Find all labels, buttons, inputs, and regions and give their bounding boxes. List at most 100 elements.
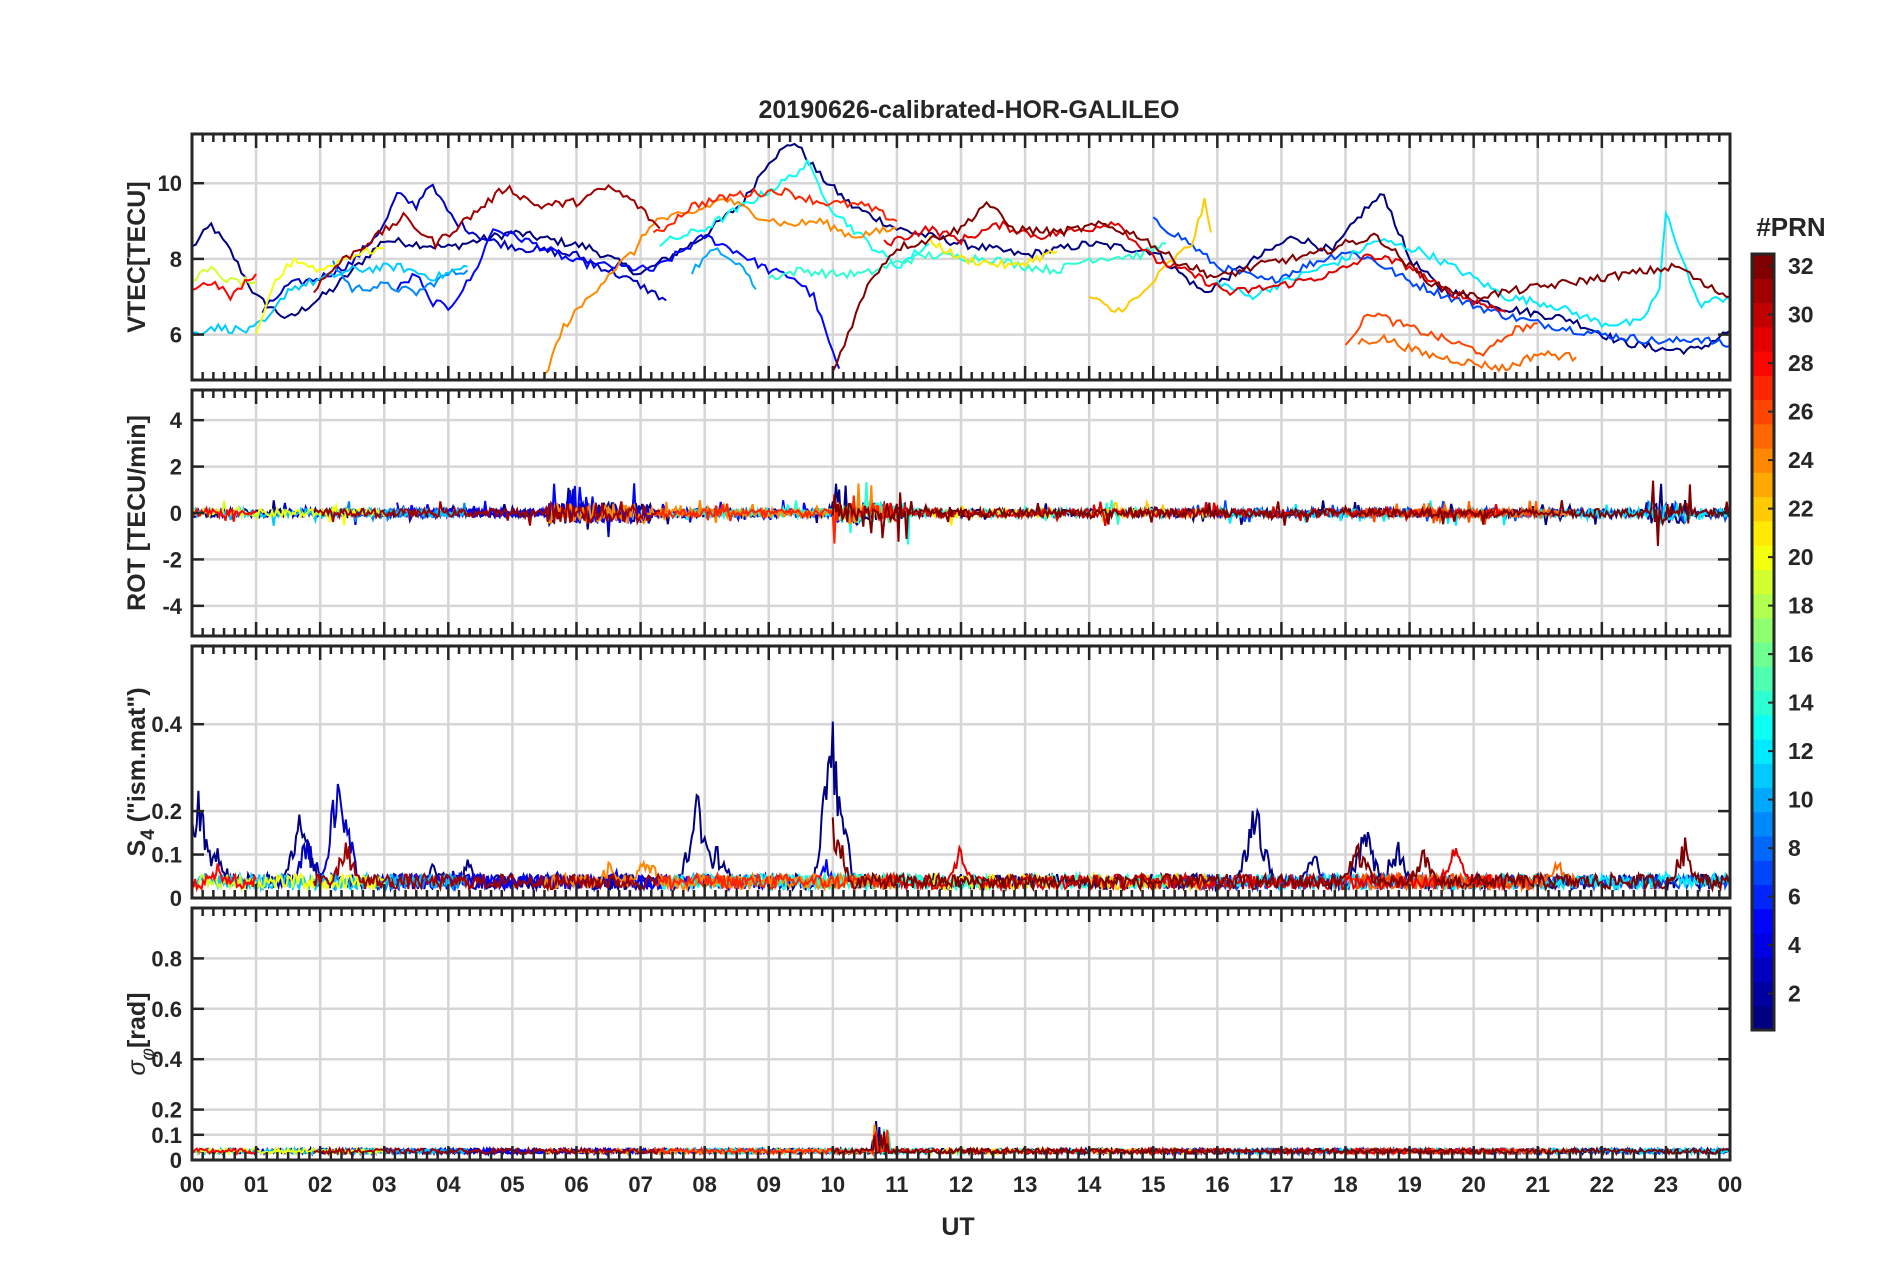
colorbar-tick-label: 26 bbox=[1788, 399, 1814, 425]
y-axis-label: ROT [TECU/min] bbox=[123, 415, 151, 611]
y-tick-label: 0.2 bbox=[151, 1098, 182, 1123]
y-tick-label: 0.6 bbox=[151, 997, 182, 1022]
colorbar-segment bbox=[1752, 399, 1774, 425]
colorbar-segment bbox=[1752, 496, 1774, 522]
series-prn-26 bbox=[1344, 312, 1538, 357]
colorbar-tick-label: 28 bbox=[1788, 350, 1814, 376]
x-tick-label: 20 bbox=[1461, 1172, 1485, 1197]
colorbar-segment bbox=[1752, 545, 1774, 570]
colorbar-tick-label: 8 bbox=[1788, 835, 1801, 861]
colorbar-segment bbox=[1752, 472, 1774, 498]
colorbar-tick-label: 6 bbox=[1788, 884, 1801, 910]
series-prn-24 bbox=[543, 197, 898, 375]
y-tick-label: 2 bbox=[170, 455, 182, 480]
y-tick-label: 0 bbox=[170, 501, 182, 526]
x-tick-label: 12 bbox=[949, 1172, 973, 1197]
colorbar-segment bbox=[1752, 666, 1774, 692]
panel-s4: 00.10.20.4S4 ("ism.mat") bbox=[123, 644, 1732, 911]
x-tick-label: 08 bbox=[692, 1172, 716, 1197]
colorbar-title: #PRN bbox=[1756, 212, 1825, 242]
series-prn-22 bbox=[1088, 197, 1212, 314]
colorbar-segment bbox=[1752, 739, 1774, 764]
x-tick-label: 10 bbox=[821, 1172, 845, 1197]
y-label-main: S bbox=[123, 840, 151, 857]
panel-sigma: 00.10.2 0.4 0.6 0.8 σφ[rad] 00 01 02 03 04 05 06 07 0… bbox=[123, 906, 1742, 1197]
series-prn-7 bbox=[1152, 216, 1730, 348]
x-tick-label: 13 bbox=[1013, 1172, 1037, 1197]
colorbar-segment bbox=[1752, 617, 1774, 643]
y-tick-label: 0.2 bbox=[151, 799, 182, 824]
x-tick-label: 07 bbox=[628, 1172, 652, 1197]
colorbar-segment bbox=[1752, 326, 1774, 352]
colorbar-segment bbox=[1752, 351, 1774, 376]
colorbar-segment bbox=[1752, 787, 1774, 813]
panel-rot: -4 -2 0 2 4 ROT [TECU/min] bbox=[123, 388, 1732, 638]
colorbar-segment bbox=[1752, 254, 1774, 279]
series-prn-31 bbox=[313, 183, 661, 294]
y-axis-label: VTEC[TECU] bbox=[123, 181, 151, 332]
y-tick-label: 0.1 bbox=[151, 843, 182, 868]
colorbar-segment bbox=[1752, 933, 1774, 958]
x-tick-label: 14 bbox=[1077, 1172, 1102, 1197]
colorbar-tick-label: 18 bbox=[1788, 593, 1814, 619]
x-tick-label: 00 bbox=[1718, 1172, 1742, 1197]
y-tick-label: -4 bbox=[162, 594, 182, 619]
colorbar-segment bbox=[1752, 860, 1774, 886]
series-prn-19 bbox=[192, 873, 257, 893]
panel-vtec: 6 8 10 VTEC[TECU] bbox=[123, 132, 1732, 382]
y-tick-label: -2 bbox=[162, 547, 182, 572]
series-prn-20 bbox=[255, 501, 386, 526]
colorbar-segment bbox=[1752, 884, 1774, 910]
x-tick-label: 16 bbox=[1205, 1172, 1229, 1197]
series-prn-20 bbox=[255, 246, 385, 335]
colorbar-segment bbox=[1752, 811, 1774, 837]
chart-title: 20190626-calibrated-HOR-GALILEO bbox=[759, 96, 1180, 124]
y-label-rest: ("ism.mat") bbox=[123, 687, 151, 829]
x-tick-label: 18 bbox=[1333, 1172, 1357, 1197]
series-prn-10 bbox=[690, 247, 757, 290]
y-tick-label: 6 bbox=[170, 323, 182, 348]
colorbar-segment bbox=[1752, 423, 1774, 449]
colorbar-segment bbox=[1752, 593, 1774, 619]
colorbar-tick-label: 22 bbox=[1788, 496, 1814, 522]
x-tick-label: 09 bbox=[757, 1172, 781, 1197]
colorbar-tick-label: 2 bbox=[1788, 981, 1801, 1007]
series-prn-27 bbox=[652, 870, 898, 892]
y-tick-label: 0 bbox=[170, 886, 182, 911]
x-tick-label: 03 bbox=[372, 1172, 396, 1197]
y-tick-label: 10 bbox=[158, 171, 182, 196]
y-tick-label: 4 bbox=[170, 408, 183, 433]
colorbar-tick-label: 20 bbox=[1788, 544, 1814, 570]
y-label-sub: φ bbox=[138, 1048, 159, 1060]
colorbar-tick-label: 4 bbox=[1788, 932, 1801, 958]
y-tick-label: 0.8 bbox=[151, 946, 182, 971]
colorbar-segment bbox=[1752, 763, 1774, 789]
colorbar-tick-label: 16 bbox=[1788, 641, 1814, 667]
y-label-sub: 4 bbox=[138, 829, 159, 840]
colorbar-segment bbox=[1752, 302, 1774, 328]
y-tick-label: 0 bbox=[170, 1148, 182, 1173]
colorbar-tick-label: 24 bbox=[1788, 447, 1814, 473]
colorbar-segment bbox=[1752, 448, 1774, 473]
series-prn-12 bbox=[1216, 209, 1730, 329]
x-tick-label: 21 bbox=[1526, 1172, 1550, 1197]
x-tick-label: 19 bbox=[1397, 1172, 1421, 1197]
series-prn-32 bbox=[831, 817, 1730, 893]
y-axis-label: S4 ("ism.mat") bbox=[123, 687, 159, 856]
colorbar-tick-label: 10 bbox=[1788, 787, 1814, 813]
x-tick-label: 02 bbox=[308, 1172, 332, 1197]
series-prn-25 bbox=[1357, 333, 1577, 373]
y-tick-label: 0.4 bbox=[151, 1047, 182, 1072]
y-tick-label: 0.1 bbox=[151, 1123, 182, 1148]
series-group bbox=[192, 142, 1730, 375]
series-prn-11 bbox=[192, 262, 468, 336]
series-group bbox=[192, 480, 1730, 546]
x-tick-label: 01 bbox=[244, 1172, 268, 1197]
colorbar-segment bbox=[1752, 520, 1774, 546]
series-prn-27 bbox=[652, 187, 898, 234]
series-prn-31 bbox=[313, 500, 660, 526]
y-axis-label: σφ[rad] bbox=[123, 992, 159, 1075]
colorbar-segment bbox=[1752, 714, 1774, 740]
